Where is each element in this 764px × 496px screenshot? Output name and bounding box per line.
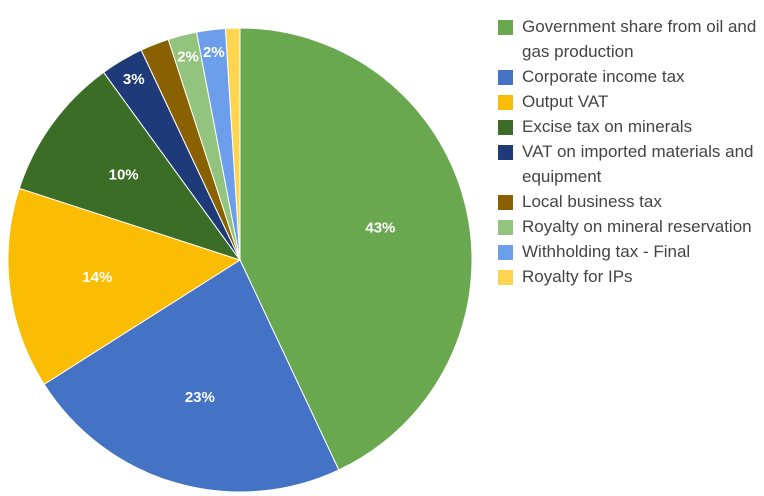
data-label: 14%: [82, 269, 112, 286]
legend-label: Excise tax on minerals: [522, 117, 693, 136]
pie-slice: [239, 27, 473, 471]
legend-label: Royalty on mineral reservation: [522, 217, 752, 236]
legend-label: Output VAT: [522, 92, 609, 111]
legend-label: Local business tax: [522, 192, 662, 211]
legend-swatch: [498, 195, 513, 210]
legend-item: Output VAT: [498, 89, 760, 114]
legend: Government share from oil and gas produc…: [498, 14, 760, 289]
pie-slice: [18, 71, 242, 261]
data-label: 23%: [185, 389, 215, 406]
legend-item: Royalty on mineral reservation: [498, 214, 760, 239]
legend-label: Royalty for IPs: [522, 267, 633, 286]
data-label: 2%: [203, 44, 225, 61]
legend-label: Withholding tax - Final: [522, 242, 691, 261]
legend-swatch: [498, 70, 513, 85]
pie-area: 43% 23% 14% 10% 3% 2% 2%: [7, 27, 473, 493]
data-label: 2%: [177, 49, 199, 66]
legend-item: Withholding tax - Final: [498, 239, 760, 264]
data-label: 10%: [109, 166, 139, 183]
pie-slice: [7, 187, 242, 386]
data-label: 43%: [365, 220, 395, 237]
legend-item: VAT on imported materials and equipment: [498, 139, 760, 189]
legend-item: Excise tax on minerals: [498, 114, 760, 139]
legend-swatch: [498, 245, 513, 260]
data-label: 3%: [123, 71, 145, 88]
legend-swatch: [498, 220, 513, 235]
legend-swatch: [498, 120, 513, 135]
legend-item: Local business tax: [498, 189, 760, 214]
legend-item: Corporate income tax: [498, 64, 760, 89]
legend-swatch: [498, 270, 513, 285]
legend-swatch: [498, 20, 513, 35]
pie-slice: [224, 27, 241, 261]
legend-label: Government share from oil and gas produc…: [522, 17, 757, 61]
legend-item: Government share from oil and gas produc…: [498, 14, 760, 64]
legend-item: Royalty for IPs: [498, 264, 760, 289]
legend-swatch: [498, 145, 513, 160]
legend-label: VAT on imported materials and equipment: [522, 142, 754, 186]
pie-slice: [43, 259, 340, 493]
legend-label: Corporate income tax: [522, 67, 685, 86]
legend-swatch: [498, 95, 513, 110]
